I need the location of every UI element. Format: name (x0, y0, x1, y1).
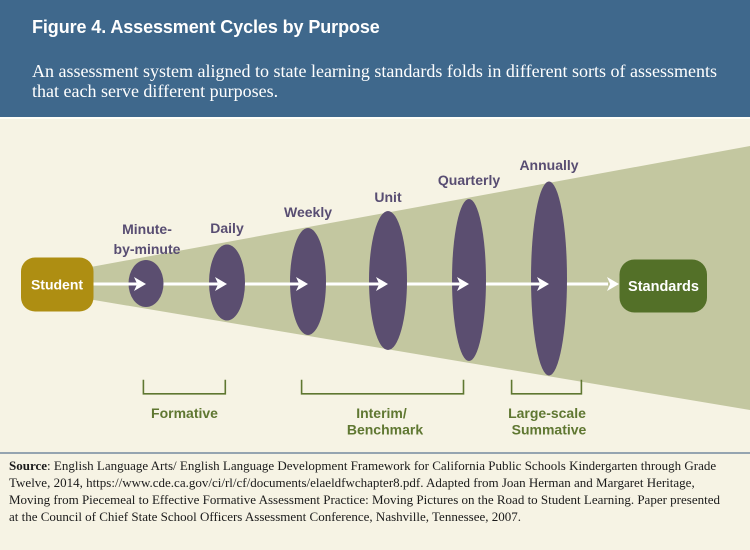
svg-text:by-minute: by-minute (114, 241, 181, 257)
svg-text:Daily: Daily (210, 220, 244, 236)
svg-text:Benchmark: Benchmark (347, 422, 423, 438)
svg-text:Summative: Summative (512, 422, 587, 438)
svg-text:Large-scale: Large-scale (508, 405, 586, 421)
svg-text:Standards: Standards (628, 279, 699, 295)
svg-text:Annually: Annually (519, 157, 578, 173)
svg-text:Formative: Formative (151, 405, 218, 421)
svg-text:Student: Student (31, 277, 83, 293)
svg-text:Quarterly: Quarterly (438, 172, 500, 188)
svg-text:Interim/: Interim/ (356, 405, 407, 421)
svg-text:Minute-: Minute- (122, 221, 172, 237)
svg-text:Unit: Unit (374, 189, 402, 205)
svg-text:Weekly: Weekly (284, 204, 332, 220)
